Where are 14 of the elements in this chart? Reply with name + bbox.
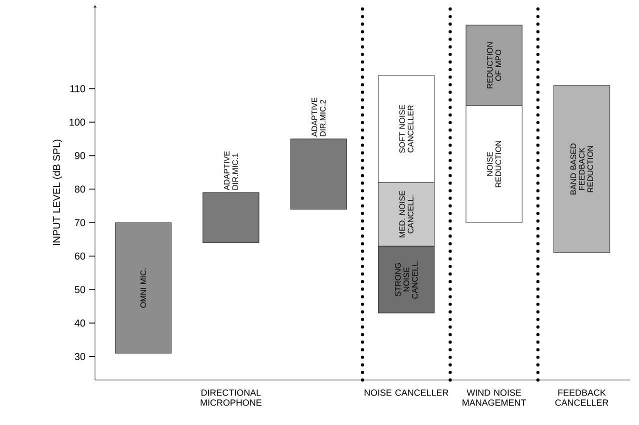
y-axis-title: INPUT LEVEL (dB SPL) xyxy=(52,140,62,246)
x-tick-label: FEEDBACK CANCELLER xyxy=(555,389,608,406)
y-tick-label: 40 xyxy=(74,320,86,327)
x-tick-label: WIND NOISE MANAGEMENT xyxy=(462,389,526,406)
x-tick-label: NOISE CANCELLER xyxy=(364,389,448,396)
y-tick-label: 110 xyxy=(70,85,86,92)
x-tick-label: DIRECTIONAL MICROPHONE xyxy=(200,389,262,406)
y-tick-label: 30 xyxy=(74,353,86,360)
y-tick-label: 80 xyxy=(74,186,86,193)
y-tick-label: 60 xyxy=(74,252,86,260)
y-tick-label: 70 xyxy=(74,219,86,226)
y-tick-label: 100 xyxy=(70,118,86,126)
y-tick-label: 90 xyxy=(74,152,86,160)
y-tick-label: 50 xyxy=(74,286,86,294)
